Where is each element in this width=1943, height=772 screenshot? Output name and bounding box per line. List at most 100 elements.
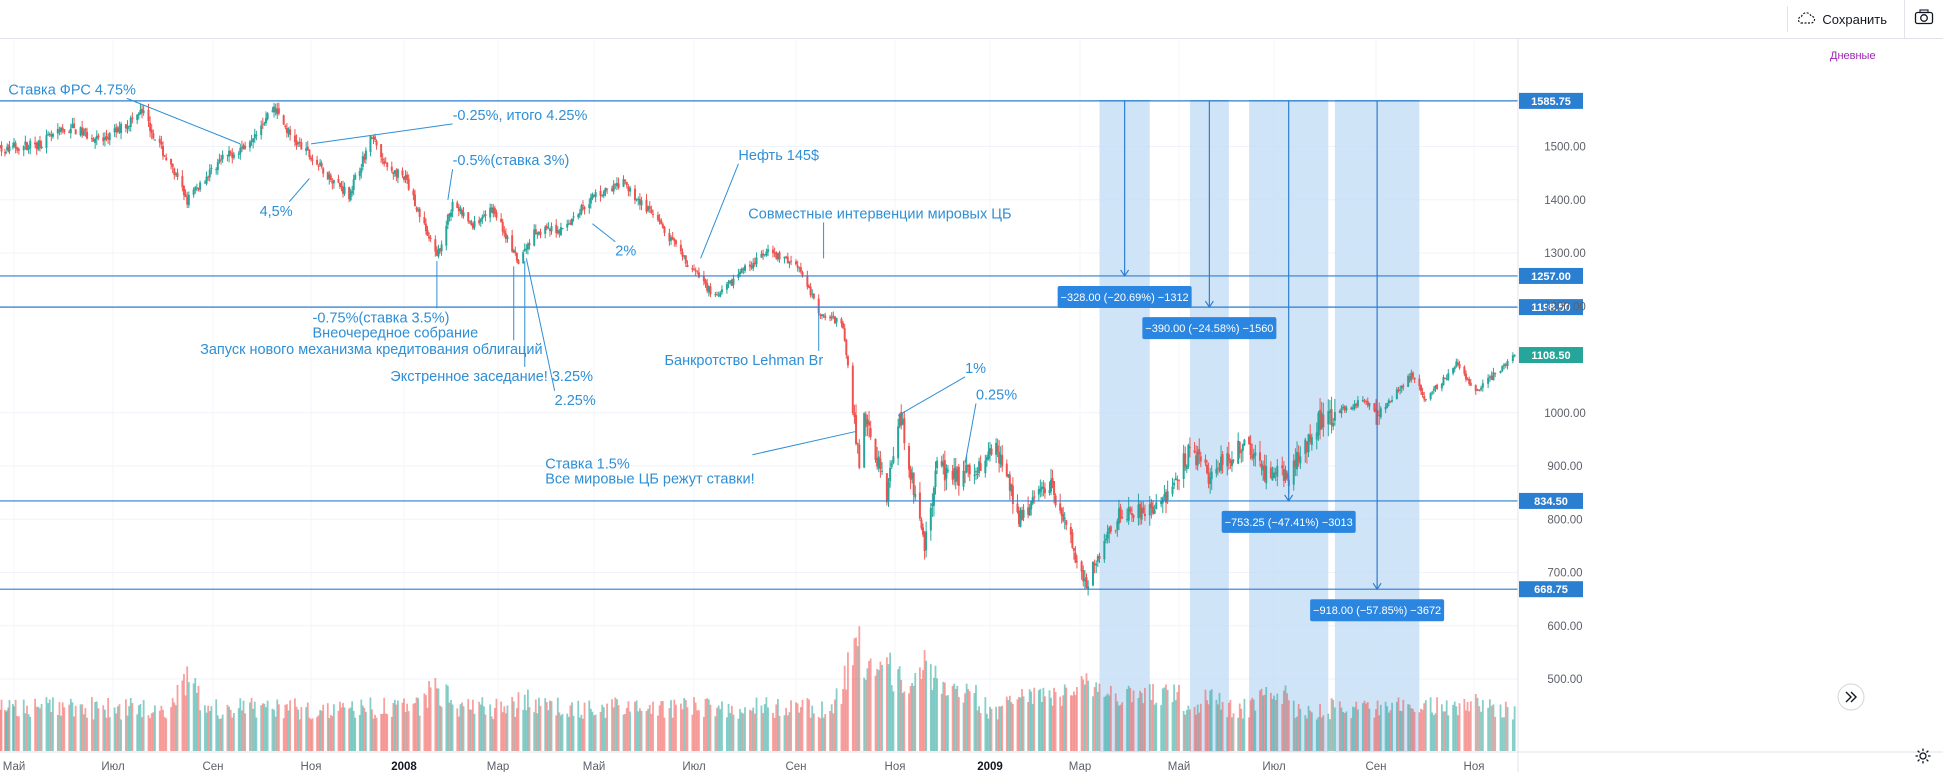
candle-body (162, 145, 164, 156)
candle-body (625, 181, 628, 186)
candle (1480, 385, 1483, 392)
candle (874, 438, 877, 463)
candle (364, 147, 367, 164)
volume-bar (561, 713, 564, 751)
candle (647, 205, 650, 213)
candle (1053, 481, 1056, 504)
candle-body (558, 231, 561, 234)
volume-bar (1353, 707, 1356, 751)
candle (184, 189, 187, 198)
candle-body (71, 124, 74, 129)
candle-body (1458, 363, 1461, 368)
candle (351, 185, 354, 197)
candle-body (153, 139, 156, 141)
candle-body (633, 188, 636, 201)
candle-body (297, 142, 300, 144)
time-tick-label: Май (3, 761, 26, 772)
save-button[interactable]: Сохранить (1787, 6, 1897, 32)
volume-bar (215, 699, 218, 751)
candle-body (192, 189, 195, 195)
candle (673, 237, 676, 247)
volume-bar (1292, 700, 1295, 751)
candle (985, 454, 988, 467)
volume-bar (1263, 694, 1266, 751)
candle (956, 466, 959, 486)
volume-bar (445, 684, 448, 751)
volume-bar (160, 705, 163, 751)
candle-body (1033, 496, 1036, 498)
candle (1152, 500, 1155, 516)
volume-bar (1182, 710, 1185, 751)
candle (964, 460, 967, 484)
volume-bar (1465, 710, 1467, 751)
candle (5, 151, 8, 155)
candle (1260, 460, 1263, 476)
candle (1178, 479, 1180, 491)
candle-body (1117, 508, 1120, 524)
candle (858, 439, 861, 470)
candle (40, 140, 43, 150)
volume-bar (1209, 690, 1212, 751)
candle (27, 144, 30, 154)
candle-body (417, 209, 420, 211)
volume-bar (1445, 700, 1448, 751)
candle (612, 180, 615, 195)
candle-body (492, 207, 495, 214)
candle (624, 179, 627, 185)
volume-bar (136, 714, 139, 751)
candle (116, 125, 119, 134)
snapshot-button[interactable] (1904, 0, 1943, 38)
candle-body (1072, 548, 1075, 551)
candle-body (221, 154, 224, 160)
scroll-right-button[interactable] (1837, 683, 1865, 711)
candle-body (923, 533, 926, 552)
candle (1196, 446, 1199, 471)
candle (591, 192, 594, 201)
volume-bar (171, 698, 174, 751)
candle-body (326, 172, 329, 180)
candle-body (987, 451, 990, 459)
volume-bar (1361, 703, 1364, 751)
candle-body (809, 286, 812, 296)
candle-body (8, 146, 11, 152)
candle-body (381, 158, 384, 161)
volume-bar (1051, 705, 1054, 751)
measurements[interactable]: −328.00 (−20.69%) −1312−390.00 (−24.58%)… (1057, 100, 1445, 622)
volume-bar (73, 716, 75, 751)
volume-bar (276, 699, 279, 751)
candle-body (94, 138, 97, 143)
settings-button[interactable] (1903, 744, 1943, 772)
candle-body (186, 196, 189, 205)
candle-body (567, 223, 570, 225)
volume-bar (1198, 712, 1201, 751)
candle-body (479, 218, 482, 222)
candle (1198, 438, 1201, 464)
candle-body (517, 260, 520, 265)
volume-bar (976, 710, 979, 751)
volume-bar (978, 706, 980, 751)
candle-body (1445, 378, 1448, 380)
candle (856, 442, 859, 454)
volume-bar (1050, 697, 1052, 751)
candle-body (1276, 465, 1279, 477)
price-chart[interactable]: 1585.751257.001198.50834.50668.751108.50… (0, 39, 1943, 772)
candle-body (1322, 414, 1325, 428)
volume-bar (473, 713, 476, 751)
candle (1143, 504, 1146, 522)
candle (778, 250, 781, 263)
volume-bar (914, 672, 917, 751)
candle (310, 155, 312, 162)
candle (273, 102, 276, 118)
volume-bar (35, 706, 38, 751)
volume-bar (1282, 690, 1285, 751)
volume-bar (1126, 689, 1128, 751)
volume-bar (116, 706, 119, 751)
time-tick-label: Июл (682, 761, 705, 772)
candle (567, 219, 570, 226)
volume-bar (107, 698, 110, 751)
volume-bar (249, 702, 251, 751)
candle-body (612, 184, 615, 192)
candle (925, 521, 928, 558)
candle (412, 188, 415, 201)
candle (879, 451, 882, 478)
